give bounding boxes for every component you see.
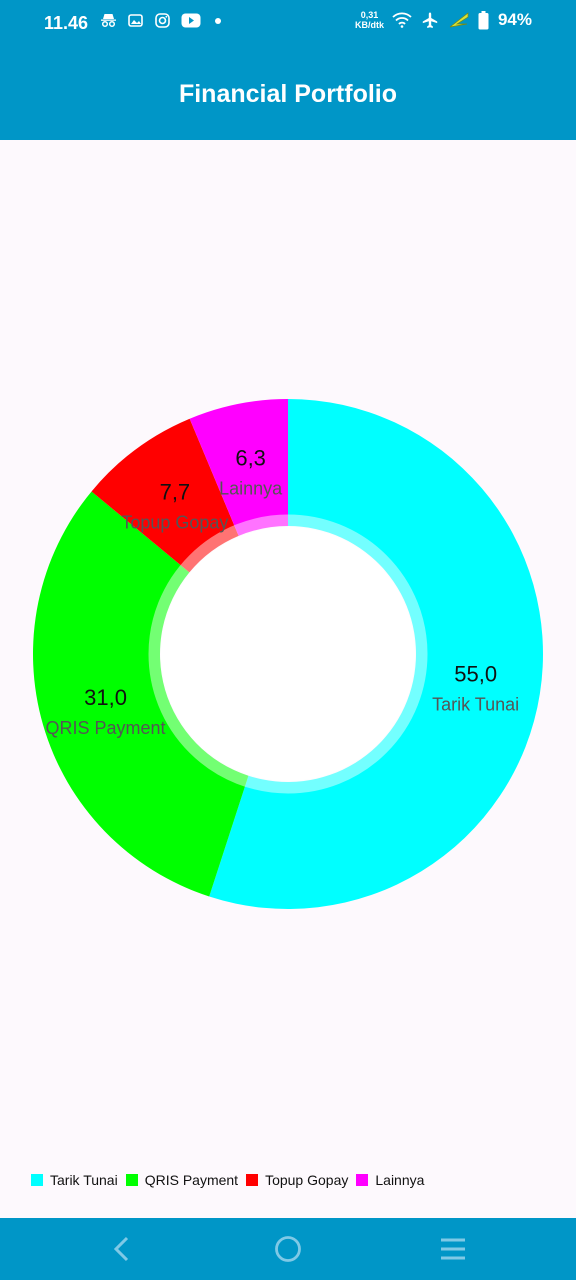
lightning-icon: [448, 12, 470, 29]
slice-category-label: QRIS Payment: [46, 718, 166, 738]
donut-inner-ring: [148, 514, 428, 794]
chart-slices: [32, 399, 543, 909]
slice-value-label: 6,3: [235, 446, 266, 471]
donut-chart: 55,0 Tarik Tunai 31,0 QRIS Payment 7,7 Topup …: [32, 399, 543, 909]
battery-icon: [478, 10, 490, 29]
legend-item-tarik-tunai[interactable]: Tarik Tunai: [31, 1172, 118, 1188]
slice-category-label: Lainnya: [219, 479, 283, 499]
network-speed-value: 0,31: [360, 10, 379, 20]
donut-hole: [161, 527, 415, 781]
slice-value-label: 55,0: [454, 662, 497, 687]
slice-category-label: Tarik Tunai: [432, 695, 519, 715]
legend-swatch: [31, 1174, 43, 1186]
navigation-bar: [0, 1218, 576, 1280]
legend-label: Tarik Tunai: [50, 1172, 118, 1188]
status-bar: 11.46 0,31 KB/dtk 94%: [0, 0, 576, 48]
notification-dot-icon: [215, 17, 221, 24]
instagram-icon: [154, 12, 171, 29]
home-icon: [275, 1236, 301, 1262]
slice-value-label: 7,7: [160, 479, 191, 504]
app-bar: Financial Portfolio: [0, 48, 576, 140]
menu-button[interactable]: [436, 1232, 470, 1266]
network-speed: 0,31 KB/dtk: [355, 10, 384, 30]
gallery-icon: [127, 12, 144, 29]
slice-lainnya[interactable]: [189, 399, 288, 536]
page-title: Financial Portfolio: [178, 79, 398, 108]
legend-label: QRIS Payment: [144, 1172, 239, 1188]
slice-value-label: 31,0: [84, 685, 127, 710]
network-speed-unit: KB/dtk: [354, 20, 384, 30]
status-time: 11.46: [44, 13, 89, 33]
legend-swatch: [246, 1174, 259, 1186]
status-icons-right: 0,31 KB/dtk 94%: [355, 10, 532, 30]
airplane-icon: [420, 12, 440, 29]
back-button[interactable]: [105, 1232, 139, 1266]
legend-label: Topup Gopay: [265, 1172, 349, 1188]
back-icon: [113, 1236, 129, 1262]
youtube-icon: [181, 12, 201, 29]
slice-qris-payment[interactable]: [32, 491, 249, 897]
incognito-icon: [100, 12, 117, 29]
battery-percentage: 94%: [497, 10, 532, 29]
slice-category-label: Topup Gopay: [121, 512, 228, 532]
wifi-icon: [392, 12, 412, 29]
chart-labels: 55,0 Tarik Tunai 31,0 QRIS Payment 7,7 Topup …: [46, 446, 520, 738]
slice-tarik-tunai[interactable]: [209, 399, 543, 909]
legend-swatch: [125, 1174, 138, 1186]
legend-item-lainnya[interactable]: Lainnya: [356, 1172, 424, 1188]
chart-legend: Tarik Tunai QRIS Payment Topup Gopay Lainny…: [31, 1172, 432, 1188]
legend-label: Lainnya: [375, 1172, 425, 1188]
home-button[interactable]: [271, 1232, 305, 1266]
status-icons-left: [100, 12, 221, 29]
legend-item-topup-gopay[interactable]: Topup Gopay: [246, 1172, 348, 1188]
legend-swatch: [356, 1174, 369, 1186]
menu-icon: [441, 1238, 465, 1260]
legend-item-qris-payment[interactable]: QRIS Payment: [125, 1172, 239, 1188]
slice-topup-gopay[interactable]: [91, 418, 239, 573]
